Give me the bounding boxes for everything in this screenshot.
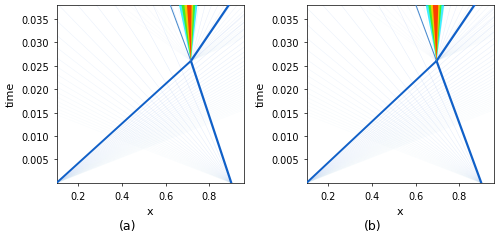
Text: (b): (b): [364, 219, 382, 231]
Polygon shape: [426, 6, 444, 62]
Polygon shape: [430, 6, 440, 62]
Text: (a): (a): [119, 219, 136, 231]
Y-axis label: time: time: [256, 82, 266, 107]
Polygon shape: [433, 6, 438, 62]
X-axis label: x: x: [397, 206, 404, 216]
Polygon shape: [184, 6, 193, 62]
X-axis label: x: x: [147, 206, 154, 216]
Y-axis label: time: time: [6, 82, 16, 107]
Polygon shape: [182, 6, 196, 62]
Polygon shape: [428, 6, 442, 62]
Polygon shape: [179, 6, 198, 62]
Polygon shape: [187, 6, 192, 62]
